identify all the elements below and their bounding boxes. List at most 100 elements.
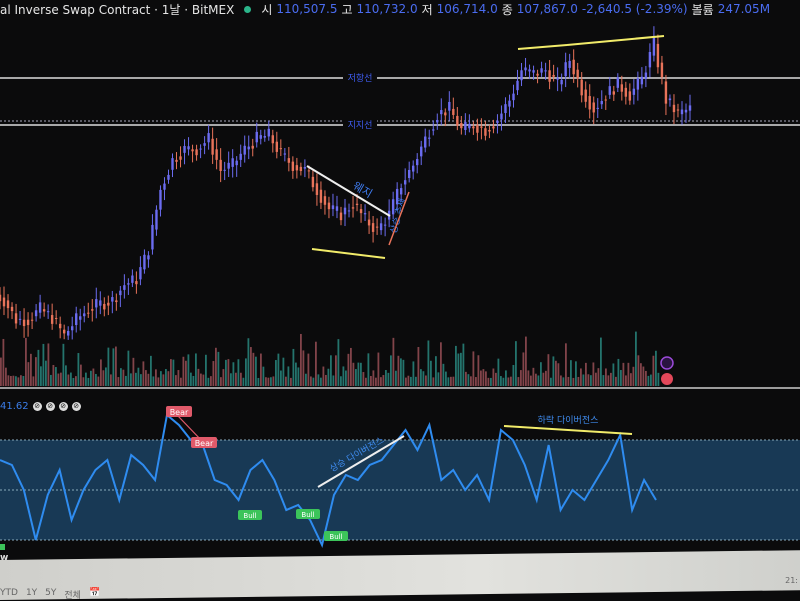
candle xyxy=(672,104,676,113)
candle xyxy=(572,59,575,75)
candle xyxy=(407,169,411,179)
volume-bar xyxy=(412,361,415,386)
bull-tag-text: Bull xyxy=(301,511,314,519)
volume-bar xyxy=(147,373,150,386)
candles xyxy=(0,26,692,340)
volume-bar xyxy=(20,375,22,386)
candle xyxy=(87,312,90,314)
candle xyxy=(255,131,258,143)
candle xyxy=(359,209,363,214)
volume-bar xyxy=(360,362,362,386)
range-ytd[interactable]: YTD xyxy=(0,588,18,598)
candle xyxy=(6,300,10,309)
bear-tag-text: Bear xyxy=(170,408,189,417)
candle xyxy=(207,133,210,143)
bull-tag[interactable]: Bull xyxy=(296,509,320,519)
candle xyxy=(644,72,648,80)
candle xyxy=(243,145,246,155)
volume-bar xyxy=(435,356,437,386)
candle xyxy=(367,219,371,226)
candle xyxy=(580,79,583,96)
visibility-icon[interactable]: ⊘ xyxy=(32,402,42,411)
candle xyxy=(271,135,274,144)
news-flash-icon[interactable] xyxy=(660,356,674,370)
wedge-upper-line[interactable] xyxy=(306,165,391,217)
volume-bar xyxy=(437,372,440,386)
volume-bar xyxy=(205,354,207,386)
visibility-icon[interactable]: ⊘ xyxy=(45,402,55,411)
volume-bar xyxy=(422,371,425,386)
candle xyxy=(460,122,463,129)
volume-bar xyxy=(152,376,155,386)
volume-bar xyxy=(80,364,82,386)
volume-bar xyxy=(102,370,105,386)
volume-bar xyxy=(45,360,47,386)
volume-bar xyxy=(572,377,575,386)
candle xyxy=(259,135,262,139)
volume-bar xyxy=(177,370,180,386)
volume-bar xyxy=(450,376,452,386)
volume-bar xyxy=(215,347,217,386)
bull-divergence-line[interactable] xyxy=(317,435,405,488)
calendar-icon[interactable]: 📅 xyxy=(88,588,101,598)
volume-bar xyxy=(455,345,457,386)
bear-tag[interactable]: Bear xyxy=(166,406,192,417)
volume-bar xyxy=(570,360,572,386)
volume-bar xyxy=(2,338,5,386)
top-trend-line-1[interactable] xyxy=(517,44,568,50)
volume-bar xyxy=(145,370,147,386)
volume-bar xyxy=(577,376,580,386)
volume-bar xyxy=(387,372,390,386)
range-all[interactable]: 전체 xyxy=(64,591,81,601)
volume-bar xyxy=(642,366,645,386)
volume-bar xyxy=(612,363,615,386)
bull-tag[interactable]: Bull xyxy=(238,510,262,520)
wedge-lower-line[interactable] xyxy=(311,248,386,259)
volume-bar xyxy=(402,359,405,386)
candle xyxy=(211,138,214,155)
uptrend-line[interactable] xyxy=(388,191,410,246)
volume-bar xyxy=(265,377,267,386)
volume-bar xyxy=(395,370,397,386)
volume-bar xyxy=(240,372,242,386)
symbol-title[interactable]: al Inverse Swap Contract · 1날 · BitMEX xyxy=(0,2,235,17)
volume-bar xyxy=(200,373,202,386)
candle xyxy=(75,313,78,325)
candle xyxy=(79,316,82,320)
candle xyxy=(620,84,624,92)
volume-bar xyxy=(497,358,500,386)
price-chart[interactable]: 저항선 지지선 웨지 상승 추세 상승 다이버전스 하락 다이버전스 Bear … xyxy=(0,0,800,560)
top-trend-line-2[interactable] xyxy=(566,35,665,46)
volume-bar xyxy=(317,374,320,386)
volume-bar xyxy=(185,360,187,386)
event-flag-icon[interactable] xyxy=(661,373,673,385)
bear-divergence-line[interactable] xyxy=(503,425,633,435)
volume-bar xyxy=(480,370,482,386)
open-label: 시 xyxy=(261,2,273,17)
volume-bar xyxy=(162,374,165,386)
range-5y[interactable]: 5Y xyxy=(45,588,57,598)
candle xyxy=(331,205,335,210)
range-1y[interactable]: 1Y xyxy=(25,588,38,598)
volume-bar xyxy=(525,336,527,386)
candle xyxy=(464,121,467,130)
volume-bar xyxy=(370,375,372,386)
visibility-icon[interactable]: ⊘ xyxy=(71,402,81,411)
close-value: 107,867.0 xyxy=(516,2,578,16)
candle xyxy=(339,212,343,221)
volume-bar xyxy=(327,368,330,386)
volume-bar xyxy=(110,374,112,386)
bear-tag[interactable]: Bear xyxy=(191,437,217,448)
candle xyxy=(123,285,126,290)
volume-bar xyxy=(312,377,315,386)
volume-bar xyxy=(17,377,20,386)
volume-bar xyxy=(560,375,562,386)
volume-bar xyxy=(30,353,32,386)
volume-bar xyxy=(237,359,240,386)
candle xyxy=(167,174,170,180)
bull-tag[interactable]: Bull xyxy=(324,531,348,541)
visibility-icon[interactable]: ⊘ xyxy=(58,402,68,411)
volume-bar xyxy=(157,377,160,386)
volume-bar xyxy=(340,376,342,386)
volume-bar xyxy=(315,341,317,386)
